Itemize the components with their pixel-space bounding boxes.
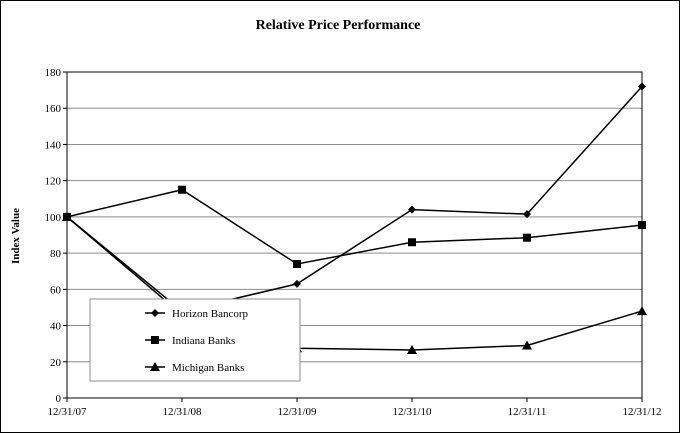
legend-label-indiana-banks: Indiana Banks — [172, 335, 235, 347]
y-tick-label: 40 — [50, 321, 62, 333]
data-point-horizon-bancorp — [638, 82, 646, 91]
series-line-horizon-bancorp — [66, 85, 643, 312]
data-point-horizon-bancorp — [293, 279, 301, 288]
x-tick-label: 12/31/09 — [277, 406, 317, 418]
legend-label-michigan-banks: Michigan Banks — [172, 362, 244, 374]
y-tick-label: 120 — [45, 176, 62, 188]
data-point-horizon-bancorp — [408, 205, 416, 214]
data-point-indiana-banks — [293, 259, 301, 268]
x-tick-label: 12/31/08 — [162, 406, 202, 418]
data-point-michigan-banks — [522, 340, 532, 350]
x-tick-label: 12/31/10 — [392, 406, 432, 418]
x-tick-label: 12/31/07 — [47, 406, 87, 418]
data-point-indiana-banks — [523, 233, 531, 242]
legend-marker-indiana-banks — [151, 336, 159, 344]
y-tick-label: 0 — [56, 393, 62, 405]
series-indiana-banks — [63, 185, 646, 268]
legend-marker-horizon-bancorp — [151, 309, 159, 317]
y-tick-label: 80 — [50, 248, 62, 260]
legend-label-horizon-bancorp: Horizon Bancorp — [172, 308, 249, 320]
legend-box — [89, 298, 301, 382]
y-tick-label: 20 — [50, 357, 62, 369]
legend-marker-michigan-banks — [150, 362, 160, 371]
data-point-indiana-banks — [638, 221, 646, 230]
y-tick-label: 60 — [50, 284, 62, 296]
series-horizon-bancorp — [63, 82, 646, 316]
data-point-michigan-banks — [407, 345, 417, 355]
data-point-indiana-banks — [178, 185, 186, 194]
plot-area-border — [66, 71, 643, 399]
y-tick-label: 140 — [45, 139, 62, 151]
data-point-horizon-bancorp — [523, 210, 531, 219]
data-point-michigan-banks — [62, 211, 72, 221]
y-tick-label: 100 — [45, 212, 62, 224]
y-axis-label: Index Value — [10, 208, 22, 264]
y-tick-label: 160 — [45, 103, 62, 115]
data-point-michigan-banks — [637, 306, 647, 316]
series-line-michigan-banks — [66, 216, 643, 351]
x-tick-label: 12/31/12 — [622, 406, 661, 418]
chart-title: Relative Price Performance — [256, 18, 421, 33]
y-tick-label: 180 — [45, 67, 62, 79]
data-point-indiana-banks — [408, 238, 416, 247]
series-line-indiana-banks — [66, 188, 643, 265]
x-tick-label: 12/31/11 — [508, 406, 547, 418]
